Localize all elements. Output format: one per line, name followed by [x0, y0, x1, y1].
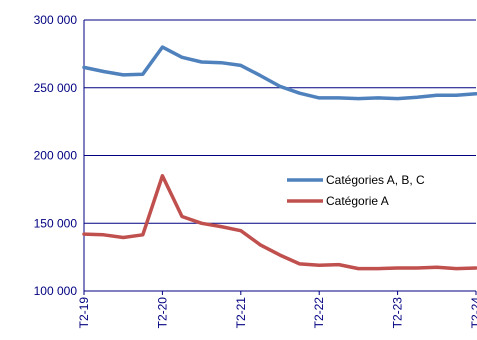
data-point [121, 73, 125, 77]
data-point [239, 63, 243, 67]
data-point [219, 225, 223, 229]
x-tick-label: T2-23 [391, 297, 405, 329]
series-line-0 [82, 45, 477, 101]
data-point [102, 69, 106, 73]
y-tick-label: 100 000 [34, 284, 78, 298]
gridlines [84, 19, 476, 224]
data-point [180, 214, 184, 218]
data-point [337, 96, 341, 100]
x-axis-ticks: T2-19 T2-20 T2-21 T2-22 T2-23 T2-24 [77, 291, 477, 328]
data-point [454, 93, 458, 97]
data-point [121, 235, 125, 239]
series-lines [82, 45, 477, 271]
x-tick-label: T2-21 [234, 297, 248, 329]
data-point [298, 262, 302, 266]
data-point [160, 45, 164, 49]
y-tick-label: 200 000 [34, 149, 78, 163]
data-point [141, 233, 145, 237]
data-point [82, 232, 86, 236]
data-point [396, 97, 400, 101]
data-point [435, 93, 439, 97]
series-line-1 [82, 174, 477, 271]
data-point [415, 95, 419, 99]
data-point [258, 74, 262, 78]
data-point [219, 61, 223, 65]
data-point [415, 266, 419, 270]
legend-label-1: Catégorie A [326, 194, 389, 208]
y-tick-label: 250 000 [34, 81, 78, 95]
y-tick-label: 150 000 [34, 216, 78, 230]
data-point [298, 91, 302, 95]
data-point [102, 233, 106, 237]
axes [83, 20, 476, 292]
x-tick-label: T2-19 [77, 297, 91, 329]
data-point [141, 72, 145, 76]
data-point [396, 266, 400, 270]
data-point [258, 243, 262, 247]
legend-label-0: Catégories A, B, C [326, 173, 425, 187]
data-point [200, 221, 204, 225]
data-point [200, 60, 204, 64]
data-point [239, 229, 243, 233]
data-point [435, 265, 439, 269]
data-point [82, 65, 86, 69]
data-point [317, 96, 321, 100]
data-point [337, 263, 341, 267]
data-point [180, 55, 184, 59]
x-tick-label: T2-22 [312, 297, 326, 329]
legend: Catégories A, B, C Catégorie A [287, 173, 425, 208]
data-point [454, 267, 458, 271]
data-point [356, 267, 360, 271]
data-point [160, 174, 164, 178]
x-tick-label: T2-20 [155, 297, 169, 329]
data-point [376, 96, 380, 100]
data-point [278, 253, 282, 257]
data-point [356, 97, 360, 101]
data-point [376, 267, 380, 271]
data-point [317, 263, 321, 267]
data-point [278, 84, 282, 88]
y-tick-label: 300 000 [34, 13, 78, 27]
x-tick-label: T2-24 [469, 297, 477, 329]
y-axis-ticks: 100 000 150 000 200 000 250 000 300 000 [34, 13, 78, 298]
